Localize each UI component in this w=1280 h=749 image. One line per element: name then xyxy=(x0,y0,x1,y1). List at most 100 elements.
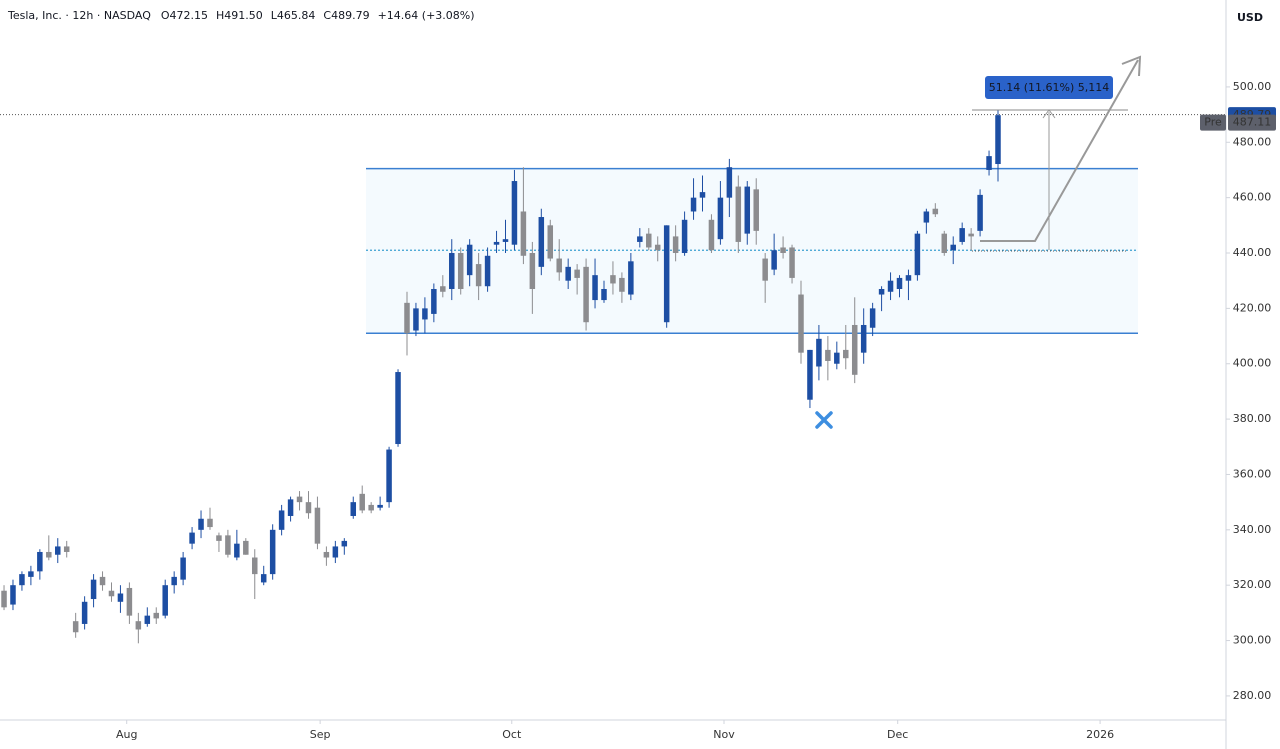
pre-tag-label: Pre xyxy=(1204,116,1222,129)
candle-body xyxy=(144,615,151,624)
candle-body xyxy=(941,233,948,254)
header-change: +14.64 (+3.08%) xyxy=(378,9,475,22)
y-tick-label: 440.00 xyxy=(1233,246,1272,259)
candle-body xyxy=(610,275,616,284)
candle-body xyxy=(637,236,643,242)
candle-body xyxy=(565,266,571,281)
candle-body xyxy=(619,277,625,292)
x-tick-label: Aug xyxy=(116,728,137,741)
candle-body xyxy=(735,186,742,242)
candle-body xyxy=(422,308,428,320)
candle-body xyxy=(305,502,312,514)
axes: 280.00 300.00 320.00 340.00 360.00 380.00 400.… xyxy=(116,80,1276,741)
candle-body xyxy=(789,247,795,278)
x-tick-label: Oct xyxy=(502,728,522,741)
candle-body xyxy=(654,244,661,251)
candle-body xyxy=(843,349,849,359)
candle-body xyxy=(135,621,142,630)
candle-body xyxy=(529,253,536,289)
candle-body xyxy=(19,574,25,586)
candle-body xyxy=(502,239,509,242)
candle-body xyxy=(699,192,706,198)
candle-body xyxy=(386,449,392,503)
candle-body xyxy=(681,219,688,254)
x-tick-label: Dec xyxy=(887,728,908,741)
candle-body xyxy=(46,551,52,558)
pre-price-label: 487.11 xyxy=(1233,116,1272,129)
candle-body xyxy=(726,167,733,198)
unit-label: USD xyxy=(1237,11,1263,24)
candle-body xyxy=(395,372,401,445)
candle-body xyxy=(959,228,965,242)
candle-body xyxy=(449,253,455,289)
candle-body xyxy=(117,593,124,602)
y-tick-label: 500.00 xyxy=(1233,80,1272,93)
candle-body xyxy=(977,194,983,231)
y-tick-label: 480.00 xyxy=(1233,135,1272,148)
candle-body xyxy=(431,288,437,314)
candle-body xyxy=(968,233,974,237)
y-tick-label: 300.00 xyxy=(1233,634,1272,647)
measure-label: 51.14 (11.61%) 5,114 xyxy=(989,81,1110,94)
candle-body xyxy=(825,349,831,361)
candle-body xyxy=(646,233,652,248)
candle-body xyxy=(995,115,1001,165)
candle-body xyxy=(440,286,446,292)
candle-body xyxy=(341,540,348,547)
candle-body xyxy=(744,186,751,234)
y-tick-label: 400.00 xyxy=(1233,357,1272,370)
candle-body xyxy=(780,247,786,254)
candle-body xyxy=(798,294,804,353)
candle-body xyxy=(762,258,768,281)
candle-body xyxy=(672,236,679,254)
y-tick-label: 380.00 xyxy=(1233,412,1272,425)
x-marker xyxy=(815,411,833,429)
measure-box xyxy=(985,76,1113,99)
candle-body xyxy=(896,277,903,289)
candle-body xyxy=(225,535,231,555)
candle-body xyxy=(834,352,840,364)
candle-body xyxy=(377,504,383,508)
candle-body xyxy=(126,587,133,616)
candle-body xyxy=(950,244,956,251)
candle-body xyxy=(28,571,34,577)
candle-body xyxy=(475,264,482,287)
candle-body xyxy=(314,507,321,544)
header-ohlc: O472.15 xyxy=(161,9,208,22)
projection-arrowhead xyxy=(1121,55,1142,77)
candle-body xyxy=(323,551,330,558)
candle-body xyxy=(601,288,607,301)
candle-body xyxy=(771,250,777,270)
candle-body xyxy=(108,590,115,597)
projection-arrow xyxy=(980,59,1139,242)
candle-body xyxy=(350,502,357,516)
candle-body xyxy=(932,208,939,215)
candle-body xyxy=(368,504,374,511)
candle-body xyxy=(180,557,186,580)
candle-body xyxy=(753,189,759,231)
candle-body xyxy=(189,532,195,544)
y-tick-label: 280.00 xyxy=(1233,689,1272,702)
y-tick-label: 420.00 xyxy=(1233,301,1272,314)
header-ohlc: L465.84 xyxy=(271,9,316,22)
x-tick-label: Sep xyxy=(310,728,331,741)
candle-body xyxy=(55,546,61,555)
candle-body xyxy=(887,280,894,292)
candle-body xyxy=(243,540,249,555)
candle-body xyxy=(574,269,580,278)
pre-tag xyxy=(1200,114,1226,131)
candle-body xyxy=(457,253,464,289)
measure-arrowhead xyxy=(1042,109,1056,119)
candle-body xyxy=(171,576,177,586)
candle-body xyxy=(153,612,160,619)
candle-body xyxy=(914,233,921,276)
candle-body xyxy=(592,275,598,301)
y-tick-label: 340.00 xyxy=(1233,523,1272,536)
candle-body xyxy=(359,493,365,511)
candle-body xyxy=(162,585,168,616)
candle-body xyxy=(878,288,885,295)
candle-body xyxy=(869,308,876,328)
candle-body xyxy=(807,349,813,400)
candle-body xyxy=(493,241,500,245)
